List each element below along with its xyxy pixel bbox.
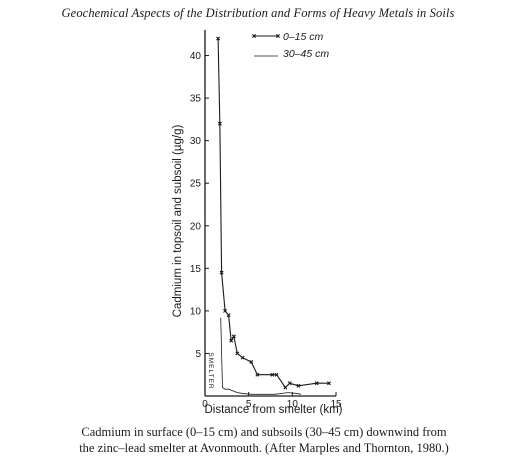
point-mark [274,372,279,377]
point-mark [314,381,319,386]
point-mark [296,383,301,388]
series-topsoil-point [216,36,221,41]
series-topsoil-point [226,313,231,318]
series-topsoil-point [274,372,279,377]
y-axis-label: Cadmium in topsoil and subsoil (µg/g) [172,125,184,318]
legend-topsoil-label: 0–15 cm [283,31,324,43]
x-tick-label: 15 [330,399,342,410]
series-topsoil-point [229,338,234,343]
y-tick-label: 10 [190,306,202,317]
legend-subsoil-label: 30–45 cm [283,48,329,60]
x-tick-label: 0 [202,399,208,410]
series-subsoil-line [220,317,302,395]
point-mark [249,359,254,364]
series-topsoil-point [217,121,222,126]
series-topsoil-point [235,351,240,356]
x-tick-label: 5 [246,399,252,410]
point-mark [223,308,228,313]
point-mark [327,381,332,386]
y-tick-label: 20 [190,221,202,232]
series-topsoil-point [219,270,224,275]
point-mark [226,313,231,318]
y-tick-label: 35 [190,94,202,105]
chart-series [216,36,332,395]
y-tick-label: 5 [195,349,201,360]
book-running-header: Geochemical Aspects of the Distribution … [61,6,455,20]
chart-axes [204,30,336,397]
point-mark [217,121,222,126]
point-mark [231,334,236,339]
y-tick-label: 40 [190,51,202,62]
point-mark [229,338,234,343]
point-mark [270,372,275,377]
point-mark [255,372,260,377]
series-topsoil-point [287,381,292,386]
chart-ticks: 5 10 15 20 25 30 35 40 0 5 10 15 [190,51,342,410]
series-topsoil-point [240,355,245,360]
series-topsoil-point [296,383,301,388]
series-topsoil-point [283,385,288,390]
series-topsoil-point [314,381,319,386]
y-tick-label: 25 [190,179,202,190]
series-topsoil-point [270,372,275,377]
caption-line-2: the zinc–lead smelter at Avonmouth. (Aft… [79,441,449,455]
x-axis-label: Distance from smelter (km) [204,404,342,416]
point-mark [216,36,221,41]
x-tick-label: 10 [287,399,299,410]
y-tick-label: 15 [190,264,202,275]
point-mark [287,381,292,386]
point-mark [240,355,245,360]
figure-caption: Cadmium in surface (0–15 cm) and subsoil… [14,424,514,456]
series-topsoil-point [249,359,254,364]
series-topsoil-point [231,334,236,339]
point-mark [235,351,240,356]
point-mark [219,270,224,275]
series-topsoil-point [255,372,260,377]
chart-legend: 0–15 cm 30–45 cm [252,31,329,60]
caption-line-1: Cadmium in surface (0–15 cm) and subsoil… [81,425,447,439]
legend-marker [276,34,280,38]
series-topsoil-point [327,381,332,386]
y-tick-label: 30 [190,136,202,147]
point-mark [283,385,288,390]
legend-marker [252,34,256,38]
smelter-annotation: SMELTER [207,352,214,389]
series-topsoil-line [217,38,330,389]
series-topsoil-point [223,308,228,313]
